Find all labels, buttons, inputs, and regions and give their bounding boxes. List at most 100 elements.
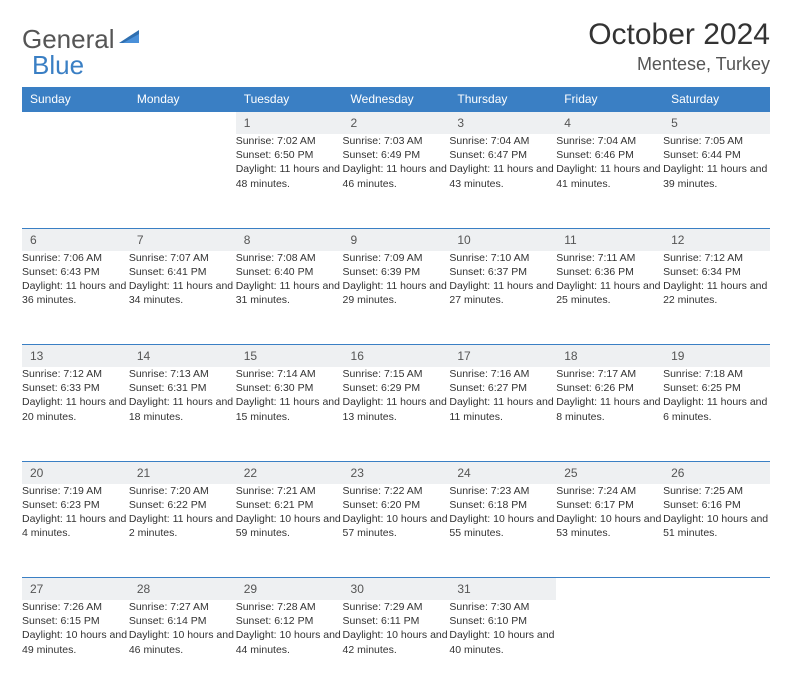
daylight-text: Daylight: 11 hours and 4 minutes. xyxy=(22,512,129,540)
day-number-cell: 6 xyxy=(22,228,129,251)
calendar-header: SundayMondayTuesdayWednesdayThursdayFrid… xyxy=(22,87,770,112)
day-content-cell: Sunrise: 7:17 AMSunset: 6:26 PMDaylight:… xyxy=(556,367,663,461)
daylight-text: Daylight: 11 hours and 31 minutes. xyxy=(236,279,343,307)
daylight-text: Daylight: 10 hours and 49 minutes. xyxy=(22,628,129,656)
day-content-cell: Sunrise: 7:10 AMSunset: 6:37 PMDaylight:… xyxy=(449,251,556,345)
sunrise-text: Sunrise: 7:12 AM xyxy=(663,251,770,265)
daylight-text: Daylight: 11 hours and 34 minutes. xyxy=(129,279,236,307)
daylight-text: Daylight: 11 hours and 20 minutes. xyxy=(22,395,129,423)
day-number: 9 xyxy=(351,233,358,247)
day-content-cell: Sunrise: 7:16 AMSunset: 6:27 PMDaylight:… xyxy=(449,367,556,461)
day-number-cell xyxy=(129,112,236,135)
day-content-cell: Sunrise: 7:07 AMSunset: 6:41 PMDaylight:… xyxy=(129,251,236,345)
sunset-text: Sunset: 6:40 PM xyxy=(236,265,343,279)
sunset-text: Sunset: 6:18 PM xyxy=(449,498,556,512)
daylight-text: Daylight: 10 hours and 55 minutes. xyxy=(449,512,556,540)
sunset-text: Sunset: 6:49 PM xyxy=(343,148,450,162)
day-content-cell: Sunrise: 7:06 AMSunset: 6:43 PMDaylight:… xyxy=(22,251,129,345)
day-number-cell: 7 xyxy=(129,228,236,251)
sunset-text: Sunset: 6:29 PM xyxy=(343,381,450,395)
day-number: 13 xyxy=(30,349,43,363)
day-content-cell: Sunrise: 7:05 AMSunset: 6:44 PMDaylight:… xyxy=(663,134,770,228)
day-content-cell: Sunrise: 7:22 AMSunset: 6:20 PMDaylight:… xyxy=(343,484,450,578)
day-number: 6 xyxy=(30,233,37,247)
daylight-text: Daylight: 11 hours and 48 minutes. xyxy=(236,162,343,190)
sunrise-text: Sunrise: 7:24 AM xyxy=(556,484,663,498)
day-number-cell xyxy=(663,578,770,601)
day-content-cell: Sunrise: 7:20 AMSunset: 6:22 PMDaylight:… xyxy=(129,484,236,578)
weekday-header: Saturday xyxy=(663,87,770,112)
daylight-text: Daylight: 10 hours and 42 minutes. xyxy=(343,628,450,656)
day-number-cell: 22 xyxy=(236,461,343,484)
sunrise-text: Sunrise: 7:02 AM xyxy=(236,134,343,148)
day-content-cell: Sunrise: 7:23 AMSunset: 6:18 PMDaylight:… xyxy=(449,484,556,578)
day-number-cell: 29 xyxy=(236,578,343,601)
day-content-cell: Sunrise: 7:30 AMSunset: 6:10 PMDaylight:… xyxy=(449,600,556,694)
sunset-text: Sunset: 6:12 PM xyxy=(236,614,343,628)
day-number-cell: 25 xyxy=(556,461,663,484)
sunrise-text: Sunrise: 7:04 AM xyxy=(556,134,663,148)
brand-triangle-icon xyxy=(119,28,141,51)
day-number: 27 xyxy=(30,582,43,596)
day-number-cell: 11 xyxy=(556,228,663,251)
day-content-cell: Sunrise: 7:21 AMSunset: 6:21 PMDaylight:… xyxy=(236,484,343,578)
day-number-cell: 3 xyxy=(449,112,556,135)
sunrise-text: Sunrise: 7:30 AM xyxy=(449,600,556,614)
day-content-cell: Sunrise: 7:09 AMSunset: 6:39 PMDaylight:… xyxy=(343,251,450,345)
daylight-text: Daylight: 11 hours and 22 minutes. xyxy=(663,279,770,307)
sunset-text: Sunset: 6:17 PM xyxy=(556,498,663,512)
day-number: 19 xyxy=(671,349,684,363)
day-content-cell xyxy=(556,600,663,694)
sunset-text: Sunset: 6:41 PM xyxy=(129,265,236,279)
sunrise-text: Sunrise: 7:28 AM xyxy=(236,600,343,614)
day-number-cell: 30 xyxy=(343,578,450,601)
daylight-text: Daylight: 11 hours and 41 minutes. xyxy=(556,162,663,190)
day-number-cell: 4 xyxy=(556,112,663,135)
day-number: 31 xyxy=(457,582,470,596)
sunrise-text: Sunrise: 7:20 AM xyxy=(129,484,236,498)
day-number: 5 xyxy=(671,116,678,130)
day-number: 15 xyxy=(244,349,257,363)
daylight-text: Daylight: 10 hours and 53 minutes. xyxy=(556,512,663,540)
day-number-cell: 16 xyxy=(343,345,450,368)
daylight-text: Daylight: 10 hours and 44 minutes. xyxy=(236,628,343,656)
day-number-cell: 21 xyxy=(129,461,236,484)
day-number-cell: 31 xyxy=(449,578,556,601)
header: General October 2024 Mentese, Turkey xyxy=(22,18,770,75)
day-content-cell xyxy=(129,134,236,228)
day-number: 25 xyxy=(564,466,577,480)
day-content-cell: Sunrise: 7:03 AMSunset: 6:49 PMDaylight:… xyxy=(343,134,450,228)
daylight-text: Daylight: 11 hours and 36 minutes. xyxy=(22,279,129,307)
sunrise-text: Sunrise: 7:26 AM xyxy=(22,600,129,614)
day-number-cell: 27 xyxy=(22,578,129,601)
sunrise-text: Sunrise: 7:04 AM xyxy=(449,134,556,148)
daylight-text: Daylight: 11 hours and 18 minutes. xyxy=(129,395,236,423)
sunset-text: Sunset: 6:23 PM xyxy=(22,498,129,512)
day-content-cell: Sunrise: 7:25 AMSunset: 6:16 PMDaylight:… xyxy=(663,484,770,578)
day-number: 18 xyxy=(564,349,577,363)
sunrise-text: Sunrise: 7:21 AM xyxy=(236,484,343,498)
sunset-text: Sunset: 6:31 PM xyxy=(129,381,236,395)
sunset-text: Sunset: 6:34 PM xyxy=(663,265,770,279)
daylight-text: Daylight: 11 hours and 8 minutes. xyxy=(556,395,663,423)
day-number-cell xyxy=(22,112,129,135)
sunset-text: Sunset: 6:47 PM xyxy=(449,148,556,162)
weekday-header: Monday xyxy=(129,87,236,112)
day-number: 12 xyxy=(671,233,684,247)
day-number: 8 xyxy=(244,233,251,247)
day-number-cell xyxy=(556,578,663,601)
day-number: 22 xyxy=(244,466,257,480)
day-content-cell: Sunrise: 7:15 AMSunset: 6:29 PMDaylight:… xyxy=(343,367,450,461)
sunset-text: Sunset: 6:15 PM xyxy=(22,614,129,628)
day-content-cell: Sunrise: 7:18 AMSunset: 6:25 PMDaylight:… xyxy=(663,367,770,461)
sunrise-text: Sunrise: 7:16 AM xyxy=(449,367,556,381)
day-content-cell: Sunrise: 7:13 AMSunset: 6:31 PMDaylight:… xyxy=(129,367,236,461)
daylight-text: Daylight: 11 hours and 46 minutes. xyxy=(343,162,450,190)
day-number-cell: 28 xyxy=(129,578,236,601)
sunrise-text: Sunrise: 7:25 AM xyxy=(663,484,770,498)
sunrise-text: Sunrise: 7:09 AM xyxy=(343,251,450,265)
day-content-cell: Sunrise: 7:27 AMSunset: 6:14 PMDaylight:… xyxy=(129,600,236,694)
day-content-cell: Sunrise: 7:08 AMSunset: 6:40 PMDaylight:… xyxy=(236,251,343,345)
day-content-cell: Sunrise: 7:12 AMSunset: 6:33 PMDaylight:… xyxy=(22,367,129,461)
sunrise-text: Sunrise: 7:11 AM xyxy=(556,251,663,265)
